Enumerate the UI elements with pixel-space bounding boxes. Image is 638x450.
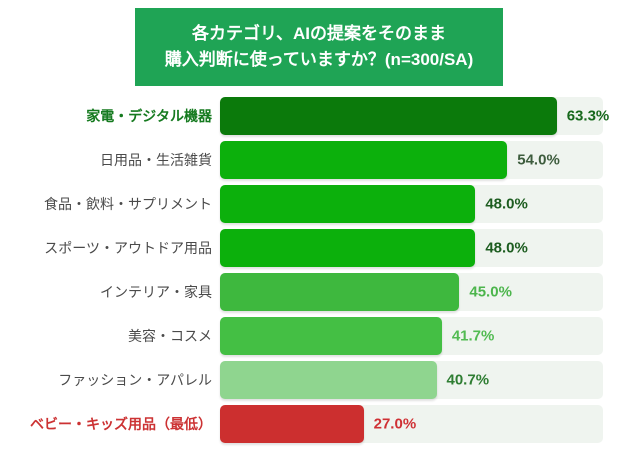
chart-row: 美容・コスメ 41.7%: [0, 317, 638, 355]
chart-row: ファッション・アパレル 40.7%: [0, 361, 638, 399]
bar-track: 63.3%: [220, 97, 609, 135]
category-label: 日用品・生活雑貨: [100, 152, 212, 168]
bar: [220, 317, 442, 355]
bar: [220, 229, 476, 267]
value-label: 45.0%: [469, 283, 512, 301]
value-label: 48.0%: [485, 239, 528, 257]
bar-track: 48.0%: [220, 185, 603, 223]
category-label: 家電・デジタル機器: [86, 108, 212, 124]
category-label: スポーツ・アウトドア用品: [44, 240, 212, 256]
chart-row: 食品・飲料・サプリメント 48.0%: [0, 185, 638, 223]
chart-row: スポーツ・アウトドア用品 48.0%: [0, 229, 638, 267]
chart-row: 日用品・生活雑貨 54.0%: [0, 141, 638, 179]
category-label: 美容・コスメ: [128, 328, 212, 344]
value-label: 41.7%: [451, 327, 495, 345]
chart-title-line1: 各カテゴリ、AIの提案をそのまま: [192, 23, 446, 43]
value-label: 40.7%: [446, 371, 490, 389]
bar: [220, 273, 460, 311]
bar: [220, 405, 364, 443]
bar: [220, 361, 437, 399]
bar-track: 48.0%: [220, 229, 603, 267]
bar: [220, 141, 508, 179]
chart-title-line2: 購入判断に使っていますか？(n=300/SA): [164, 50, 474, 69]
bar: [220, 185, 476, 223]
bar-track: 40.7%: [220, 361, 603, 399]
bar: [220, 97, 557, 135]
value-label: 27.0%: [373, 415, 417, 433]
value-label: 48.0%: [485, 195, 528, 213]
chart-row: 家電・デジタル機器 63.3%: [0, 97, 638, 135]
value-label: 54.0%: [517, 151, 560, 169]
bar-chart: 家電・デジタル機器 63.3% 日用品・生活雑貨 54.0% 食品・飲料・サプリ…: [0, 97, 638, 449]
bar-track: 54.0%: [220, 141, 603, 179]
bar-track: 41.7%: [220, 317, 603, 355]
chart-row: ベビー・キッズ用品（最低） 27.0%: [0, 405, 638, 443]
category-label: ベビー・キッズ用品（最低）: [30, 416, 212, 432]
bar-track: 27.0%: [220, 405, 603, 443]
chart-row: インテリア・家具 45.0%: [0, 273, 638, 311]
category-label: ファッション・アパレル: [58, 372, 212, 388]
bar-track: 45.0%: [220, 273, 603, 311]
chart-title-box: 各カテゴリ、AIの提案をそのまま 購入判断に使っていますか？(n=300/SA): [135, 8, 503, 86]
category-label: インテリア・家具: [100, 284, 212, 300]
category-label: 食品・飲料・サプリメント: [44, 196, 212, 212]
value-label: 63.3%: [566, 107, 610, 125]
